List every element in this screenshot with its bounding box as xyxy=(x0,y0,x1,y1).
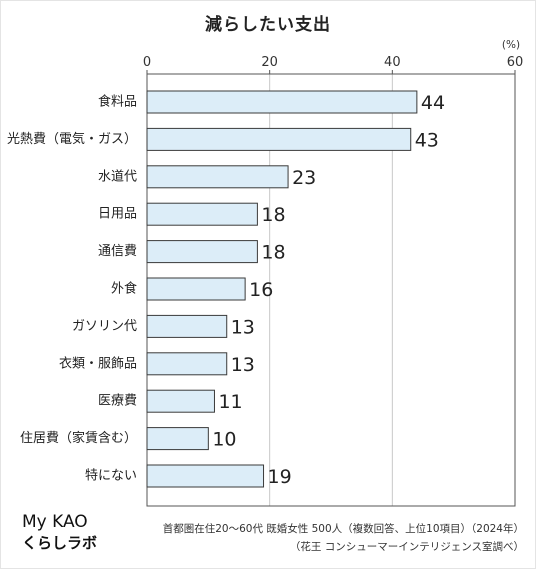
bar xyxy=(146,90,418,114)
bar xyxy=(146,277,246,301)
bar xyxy=(146,427,209,451)
category-label: 外食 xyxy=(111,281,137,297)
bar xyxy=(146,240,258,264)
survey-note: 首都圏在住20～60代 既婚女性 500人（複数回答、上位10項目）（2024年… xyxy=(162,523,524,535)
bar xyxy=(146,314,228,338)
bar xyxy=(146,464,265,488)
brand-subtitle: くらしラボ xyxy=(22,534,98,552)
value-label: 13 xyxy=(231,354,255,376)
value-label: 11 xyxy=(218,391,242,413)
x-tick-label: 60 xyxy=(507,55,524,70)
category-label: 光熱費（電気・ガス） xyxy=(7,131,137,147)
value-label: 43 xyxy=(415,129,439,151)
unit-label: (%) xyxy=(502,39,520,51)
bar xyxy=(146,165,289,189)
category-label: 日用品 xyxy=(98,207,137,222)
category-label: 通信費 xyxy=(98,244,137,259)
value-label: 18 xyxy=(261,204,285,226)
x-tick-label: 0 xyxy=(143,55,151,70)
value-label: 23 xyxy=(292,167,316,189)
category-label: 食料品 xyxy=(98,94,137,110)
bar xyxy=(146,127,412,151)
brand-logo-text: My KAO xyxy=(22,512,88,532)
chart-title: 減らしたい支出 xyxy=(205,15,331,35)
x-tick-label: 40 xyxy=(384,55,401,70)
bar-chart: 0 20 40 60 (%) 食料品 44 光熱費（電気・ガス） 43 水道代 23 日用品 18 通信費… xyxy=(7,39,524,507)
category-label: 住居費（家賃含む） xyxy=(20,430,137,446)
value-label: 18 xyxy=(261,242,285,264)
source-credit: （花王 コンシューマーインテリジェンス室調べ） xyxy=(289,541,524,553)
value-label: 16 xyxy=(249,279,273,301)
source-notes: 首都圏在住20～60代 既婚女性 500人（複数回答、上位10項目）（2024年… xyxy=(163,520,524,556)
value-label: 19 xyxy=(268,466,292,488)
category-label: 衣類・服飾品 xyxy=(59,355,137,371)
value-label: 44 xyxy=(421,92,445,114)
bar xyxy=(146,202,258,226)
category-label: ガソリン代 xyxy=(72,319,137,334)
value-label: 10 xyxy=(212,429,236,451)
value-label: 13 xyxy=(231,316,255,338)
category-label: 特にない xyxy=(85,469,137,484)
bar xyxy=(146,389,215,413)
x-tick-label: 20 xyxy=(261,55,278,70)
brand-logo: My KAO くらしラボ xyxy=(22,512,97,554)
category-label: 水道代 xyxy=(98,169,137,184)
bar xyxy=(146,352,228,376)
category-label: 医療費 xyxy=(98,394,137,409)
